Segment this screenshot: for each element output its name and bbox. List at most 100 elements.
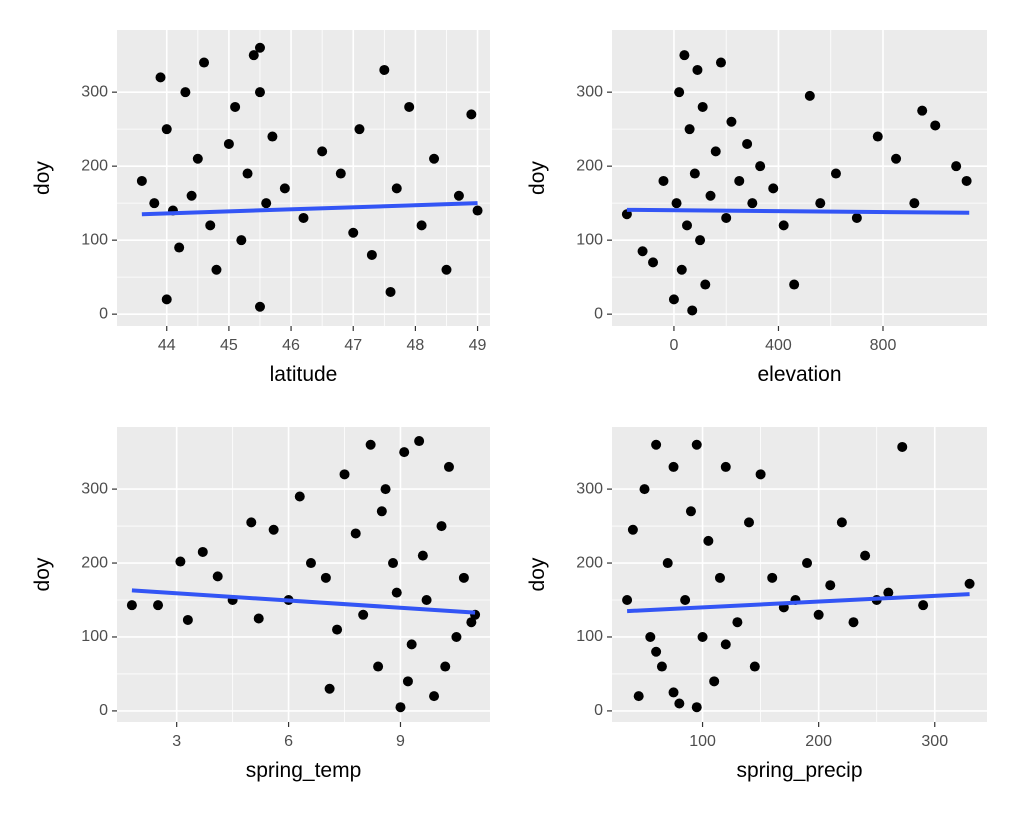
point bbox=[778, 220, 789, 231]
point bbox=[380, 484, 391, 495]
point bbox=[802, 558, 813, 569]
point bbox=[658, 175, 669, 186]
x-tick-label: 0 bbox=[669, 337, 678, 354]
point bbox=[789, 279, 800, 290]
point bbox=[254, 87, 265, 98]
point bbox=[472, 205, 483, 216]
point bbox=[399, 447, 410, 458]
point bbox=[348, 227, 359, 238]
x-tick-label: 46 bbox=[282, 337, 300, 354]
point bbox=[720, 639, 731, 650]
point bbox=[436, 521, 447, 532]
point bbox=[161, 124, 172, 135]
point bbox=[305, 558, 316, 569]
y-axis-title: doy bbox=[526, 557, 549, 591]
x-axis-title: spring_temp bbox=[246, 759, 362, 782]
point bbox=[391, 587, 402, 598]
y-tick-label: 300 bbox=[81, 480, 108, 497]
point bbox=[685, 506, 696, 517]
point bbox=[402, 676, 413, 687]
point bbox=[197, 546, 208, 557]
point bbox=[211, 264, 222, 275]
point bbox=[951, 161, 962, 172]
point bbox=[267, 131, 278, 142]
point bbox=[298, 212, 309, 223]
point bbox=[742, 138, 753, 149]
point bbox=[373, 661, 384, 672]
point bbox=[358, 609, 369, 620]
point bbox=[174, 242, 185, 253]
point bbox=[149, 198, 160, 209]
point bbox=[695, 235, 706, 246]
x-tick-label: 800 bbox=[870, 337, 897, 354]
point bbox=[136, 175, 147, 186]
point bbox=[851, 212, 862, 223]
point bbox=[872, 131, 883, 142]
point bbox=[825, 580, 836, 591]
point bbox=[804, 90, 815, 101]
point bbox=[391, 183, 402, 194]
point bbox=[223, 138, 234, 149]
y-tick-label: 200 bbox=[81, 157, 108, 174]
point bbox=[768, 183, 779, 194]
point bbox=[691, 439, 702, 450]
point bbox=[441, 264, 452, 275]
panel: 44 45 46 47 48 49 0 100 200 300 latitude doy bbox=[31, 30, 490, 386]
x-tick-label: 200 bbox=[805, 733, 832, 750]
point bbox=[126, 600, 137, 611]
x-tick-label: 400 bbox=[765, 337, 792, 354]
point bbox=[175, 556, 186, 567]
point bbox=[416, 220, 427, 231]
point bbox=[248, 50, 259, 61]
point bbox=[350, 528, 361, 539]
point bbox=[700, 279, 711, 290]
point bbox=[917, 105, 928, 116]
point bbox=[651, 439, 662, 450]
point bbox=[848, 617, 859, 628]
point bbox=[674, 87, 685, 98]
point bbox=[294, 491, 305, 502]
point bbox=[662, 558, 673, 569]
point bbox=[421, 595, 432, 606]
point bbox=[648, 257, 659, 268]
y-tick-label: 200 bbox=[576, 554, 603, 571]
y-tick-label: 0 bbox=[594, 305, 603, 322]
point bbox=[366, 249, 377, 260]
y-tick-label: 100 bbox=[576, 628, 603, 645]
point bbox=[633, 691, 644, 702]
point bbox=[897, 441, 908, 452]
x-axis-title: spring_precip bbox=[736, 759, 862, 782]
point bbox=[379, 64, 390, 75]
point bbox=[406, 639, 417, 650]
point bbox=[909, 198, 920, 209]
panel-background bbox=[612, 30, 987, 326]
point bbox=[697, 631, 708, 642]
point bbox=[721, 212, 732, 223]
point bbox=[732, 617, 743, 628]
x-tick-label: 48 bbox=[407, 337, 425, 354]
point bbox=[918, 600, 929, 611]
point bbox=[651, 646, 662, 657]
y-tick-label: 200 bbox=[576, 157, 603, 174]
point bbox=[684, 124, 695, 135]
y-tick-label: 100 bbox=[81, 628, 108, 645]
point bbox=[385, 286, 396, 297]
point bbox=[674, 698, 685, 709]
point bbox=[242, 168, 253, 179]
y-axis-title: doy bbox=[526, 161, 549, 195]
point bbox=[639, 484, 650, 495]
point bbox=[153, 600, 164, 611]
point bbox=[710, 146, 721, 157]
point bbox=[192, 153, 203, 164]
point bbox=[180, 87, 191, 98]
point bbox=[261, 198, 272, 209]
x-tick-label: 44 bbox=[158, 337, 176, 354]
point bbox=[645, 631, 656, 642]
y-tick-label: 0 bbox=[99, 305, 108, 322]
point bbox=[622, 595, 633, 606]
x-axis-title: elevation bbox=[757, 363, 841, 386]
point bbox=[676, 264, 687, 275]
y-tick-label: 300 bbox=[576, 480, 603, 497]
point bbox=[317, 146, 328, 157]
y-axis-title: doy bbox=[31, 161, 54, 195]
